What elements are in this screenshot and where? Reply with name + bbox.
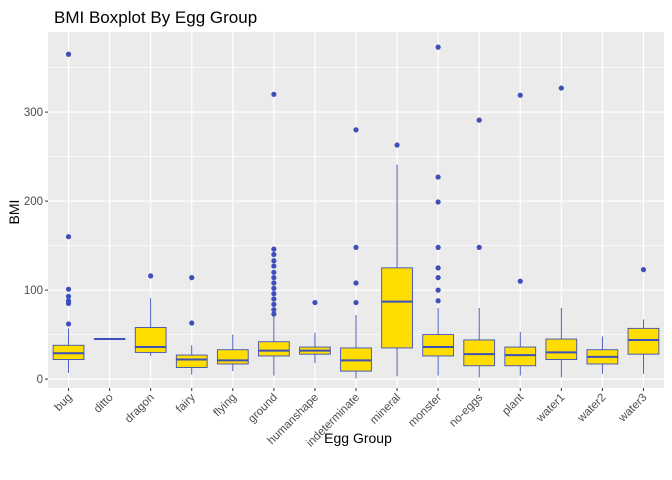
- outlier-point: [271, 280, 277, 286]
- outlier-point: [65, 293, 72, 299]
- iqr-box: [627, 327, 660, 355]
- outlier-point: [271, 251, 277, 258]
- x-tick-label: mineral: [368, 392, 403, 427]
- outlier-point: [353, 244, 359, 250]
- x-axis-title: Egg Group: [324, 430, 392, 446]
- box-water3: [627, 267, 660, 374]
- box-ditto: [93, 338, 126, 341]
- outlier-point: [65, 234, 72, 240]
- outlier-point: [517, 92, 523, 98]
- outlier-point: [271, 269, 277, 275]
- iqr-box: [504, 346, 537, 367]
- iqr-box: [381, 267, 413, 349]
- outlier-point: [271, 91, 277, 97]
- outlier-point: [435, 287, 441, 293]
- outlier-point: [271, 275, 277, 281]
- x-tick-label: flying: [211, 392, 238, 419]
- outlier-point: [353, 299, 359, 306]
- outlier-point: [435, 44, 441, 50]
- outlier-point: [271, 246, 277, 252]
- x-tick-label: plant: [500, 391, 527, 418]
- outlier-point: [65, 286, 72, 292]
- box-ground: [258, 91, 290, 376]
- iqr-box: [545, 338, 578, 360]
- iqr-box: [422, 334, 454, 357]
- outlier-point: [271, 301, 277, 307]
- outlier-point: [271, 311, 277, 317]
- outlier-point: [394, 142, 400, 148]
- x-tick-label: water3: [616, 392, 650, 426]
- box-indeterminate: [340, 127, 372, 379]
- outlier-point: [189, 275, 195, 281]
- outlier-point: [558, 85, 564, 91]
- box-layer: [52, 44, 660, 379]
- box-humanshape: [299, 299, 331, 364]
- box-water2: [586, 336, 619, 374]
- box-flying: [216, 334, 249, 372]
- outlier-point: [271, 263, 277, 269]
- iqr-box: [216, 349, 249, 365]
- y-tick-label: 200: [24, 196, 43, 208]
- outlier-point: [65, 51, 72, 57]
- x-tick-label: bug: [53, 392, 75, 414]
- x-tick-label: monster: [406, 392, 444, 430]
- outlier-point: [271, 258, 277, 264]
- box-no-eggs: [463, 117, 496, 378]
- y-tick-label: 0: [37, 374, 43, 386]
- outlier-point: [312, 299, 318, 306]
- outlier-point: [435, 275, 441, 281]
- chart-title: BMI Boxplot By Egg Group: [54, 8, 257, 27]
- y-axis-ticks: 0 100 200 300: [24, 107, 48, 386]
- outlier-point: [476, 244, 482, 250]
- outlier-point: [353, 280, 359, 286]
- x-tick-label: ground: [246, 392, 280, 426]
- x-tick-label: no-eggs: [447, 391, 485, 429]
- x-tick-label: ditto: [92, 392, 116, 416]
- outlier-point: [517, 278, 523, 284]
- x-tick-label: water1: [534, 392, 568, 426]
- x-tick-label: water2: [575, 392, 609, 426]
- iqr-box: [258, 341, 290, 357]
- outlier-point: [271, 291, 277, 297]
- outlier-point: [271, 296, 277, 302]
- y-tick-label: 100: [24, 285, 43, 297]
- outlier-point: [65, 300, 72, 307]
- y-tick-label: 300: [24, 107, 43, 119]
- x-tick-label: fairy: [174, 391, 198, 415]
- outlier-point: [189, 320, 195, 326]
- x-tick-label: dragon: [123, 392, 157, 426]
- outlier-point: [435, 199, 441, 205]
- outlier-point: [640, 267, 647, 273]
- outlier-point: [65, 321, 72, 327]
- outlier-point: [353, 127, 359, 133]
- box-plant: [504, 92, 537, 376]
- box-water1: [545, 85, 578, 378]
- box-fairy: [175, 275, 208, 375]
- box-bug: [52, 51, 85, 373]
- outlier-point: [435, 174, 441, 180]
- outlier-point: [148, 273, 154, 279]
- iqr-box: [134, 327, 167, 353]
- box-dragon: [134, 273, 167, 356]
- box-mineral: [381, 142, 413, 377]
- outlier-point: [435, 298, 441, 304]
- outlier-point: [476, 117, 482, 123]
- outlier-point: [435, 244, 441, 250]
- outlier-point: [435, 265, 441, 271]
- y-axis-title: BMI: [6, 200, 22, 225]
- iqr-box: [175, 354, 208, 368]
- outlier-point: [271, 285, 277, 291]
- iqr-box: [463, 339, 496, 367]
- outlier-point: [271, 307, 277, 313]
- box-monster: [422, 44, 454, 376]
